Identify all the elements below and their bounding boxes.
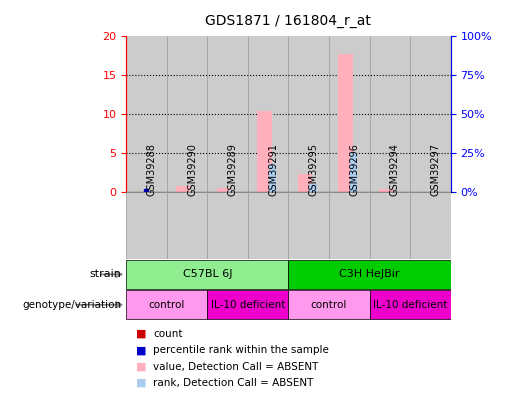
Text: rank, Detection Call = ABSENT: rank, Detection Call = ABSENT [153,378,313,388]
Bar [298,174,312,192]
Text: control: control [148,300,185,310]
Text: value, Detection Call = ABSENT: value, Detection Call = ABSENT [153,362,318,371]
Text: GSM39295: GSM39295 [308,143,319,196]
Bar [126,36,167,192]
Bar [248,36,288,192]
Bar [258,111,271,192]
Bar [167,36,207,192]
Bar [288,36,329,192]
Bar [126,260,288,289]
Bar [228,191,235,192]
Text: ■: ■ [136,378,147,388]
Text: IL-10 deficient: IL-10 deficient [373,300,447,310]
Text: strain: strain [89,269,121,279]
Bar [207,290,288,319]
Bar [288,260,451,289]
Bar [410,36,451,192]
Text: percentile rank within the sample: percentile rank within the sample [153,345,329,355]
Text: GSM39291: GSM39291 [268,143,278,196]
Bar [167,192,207,259]
Text: genotype/variation: genotype/variation [22,300,121,310]
Bar [338,53,353,192]
Bar [369,192,410,259]
Text: IL-10 deficient: IL-10 deficient [211,300,285,310]
Bar [350,153,357,192]
Bar [126,192,167,259]
Text: GSM39297: GSM39297 [431,143,440,196]
Text: ■: ■ [136,329,147,339]
Bar [329,36,369,192]
Bar [126,290,207,319]
Text: GDS1871 / 161804_r_at: GDS1871 / 161804_r_at [205,14,371,28]
Text: C57BL 6J: C57BL 6J [182,269,232,279]
Text: control: control [311,300,347,310]
Bar [248,192,288,259]
Bar [217,188,231,192]
Bar [207,36,248,192]
Bar [269,164,276,192]
Bar [329,192,369,259]
Text: C3H HeJBir: C3H HeJBir [339,269,400,279]
Text: ■: ■ [136,345,147,355]
Text: count: count [153,329,182,339]
Text: ■: ■ [136,362,147,371]
Text: GSM39289: GSM39289 [228,143,237,196]
Bar [310,184,317,192]
Bar [369,290,451,319]
Text: GSM39294: GSM39294 [390,143,400,196]
Bar [369,36,410,192]
Text: GSM39290: GSM39290 [187,143,197,196]
Bar [207,192,248,259]
Bar [288,290,369,319]
Bar [176,186,191,192]
Bar [379,189,393,192]
Bar [410,192,451,259]
Text: GSM39288: GSM39288 [146,143,157,196]
Bar [288,192,329,259]
Text: GSM39296: GSM39296 [349,143,359,196]
